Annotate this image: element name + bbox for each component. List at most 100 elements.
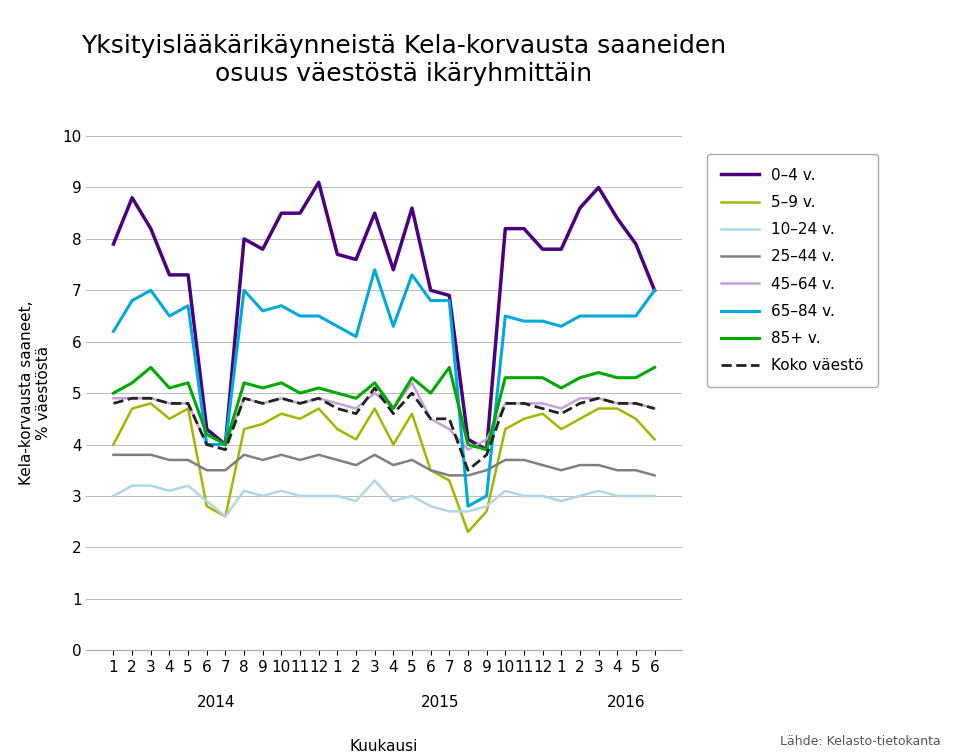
Koko väestö [444,414,455,423]
5–9 v. [612,404,623,413]
45–64 v. [593,394,605,403]
85+ v. [406,373,418,383]
0–4 v. [574,203,586,212]
85+ v. [649,363,660,372]
45–64 v. [612,399,623,408]
45–64 v. [220,440,231,449]
10–24 v. [163,486,175,495]
45–64 v. [295,399,306,408]
Line: Koko väestö: Koko väestö [113,388,655,470]
65–84 v. [406,271,418,280]
0–4 v. [593,183,605,192]
85+ v. [574,373,586,383]
45–64 v. [108,394,119,403]
Koko väestö [127,394,138,403]
45–64 v. [556,404,567,413]
5–9 v. [350,435,362,444]
5–9 v. [593,404,605,413]
10–24 v. [238,486,250,495]
25–44 v. [182,455,194,464]
85+ v. [108,389,119,398]
5–9 v. [462,528,473,537]
10–24 v. [574,491,586,500]
10–24 v. [612,491,623,500]
Koko väestö [518,399,530,408]
25–44 v. [425,466,437,475]
5–9 v. [220,512,231,521]
45–64 v. [499,399,511,408]
0–4 v. [220,440,231,449]
5–9 v. [574,414,586,423]
Koko väestö [369,383,380,392]
Koko väestö [145,394,156,403]
85+ v. [331,389,343,398]
Text: Yksityislääkärikäynneistä Kela-korvausta saaneiden
osuus väestöstä ikäryhmittäin: Yksityislääkärikäynneistä Kela-korvausta… [81,34,726,86]
10–24 v. [444,507,455,516]
65–84 v. [369,265,380,274]
45–64 v. [406,378,418,387]
25–44 v. [462,471,473,480]
Koko väestö [612,399,623,408]
Line: 10–24 v.: 10–24 v. [113,481,655,516]
85+ v. [499,373,511,383]
0–4 v. [556,245,567,254]
10–24 v. [593,486,605,495]
5–9 v. [182,404,194,413]
25–44 v. [201,466,212,475]
25–44 v. [574,460,586,469]
Koko väestö [331,404,343,413]
45–64 v. [145,394,156,403]
45–64 v. [574,394,586,403]
Legend: 0–4 v., 5–9 v., 10–24 v., 25–44 v., 45–64 v., 65–84 v., 85+ v., Koko väestö: 0–4 v., 5–9 v., 10–24 v., 25–44 v., 45–6… [708,154,877,387]
10–24 v. [518,491,530,500]
45–64 v. [537,399,548,408]
0–4 v. [182,271,194,280]
Line: 65–84 v.: 65–84 v. [113,270,655,507]
25–44 v. [127,451,138,460]
Koko väestö [276,394,287,403]
45–64 v. [127,394,138,403]
Line: 25–44 v.: 25–44 v. [113,455,655,476]
Koko väestö [574,399,586,408]
65–84 v. [331,322,343,331]
65–84 v. [462,502,473,511]
10–24 v. [127,481,138,490]
65–84 v. [388,322,399,331]
10–24 v. [220,512,231,521]
85+ v. [369,378,380,387]
65–84 v. [630,311,641,321]
45–64 v. [425,414,437,423]
5–9 v. [331,425,343,434]
25–44 v. [108,451,119,460]
45–64 v. [238,394,250,403]
45–64 v. [350,404,362,413]
25–44 v. [537,460,548,469]
Koko väestö [182,399,194,408]
85+ v. [556,383,567,392]
25–44 v. [481,466,492,475]
5–9 v. [649,435,660,444]
5–9 v. [145,399,156,408]
Koko väestö [537,404,548,413]
85+ v. [163,383,175,392]
45–64 v. [518,399,530,408]
Koko väestö [163,399,175,408]
5–9 v. [295,414,306,423]
65–84 v. [574,311,586,321]
25–44 v. [350,460,362,469]
45–64 v. [462,445,473,454]
45–64 v. [182,399,194,408]
0–4 v. [499,224,511,233]
0–4 v. [406,203,418,212]
0–4 v. [350,255,362,264]
Koko väestö [220,445,231,454]
5–9 v. [444,476,455,485]
25–44 v. [499,455,511,464]
5–9 v. [369,404,380,413]
0–4 v. [145,224,156,233]
Koko väestö [388,409,399,418]
Text: Lähde: Kelasto-tietokanta: Lähde: Kelasto-tietokanta [780,736,941,748]
0–4 v. [425,286,437,295]
5–9 v. [257,420,269,429]
10–24 v. [556,497,567,506]
